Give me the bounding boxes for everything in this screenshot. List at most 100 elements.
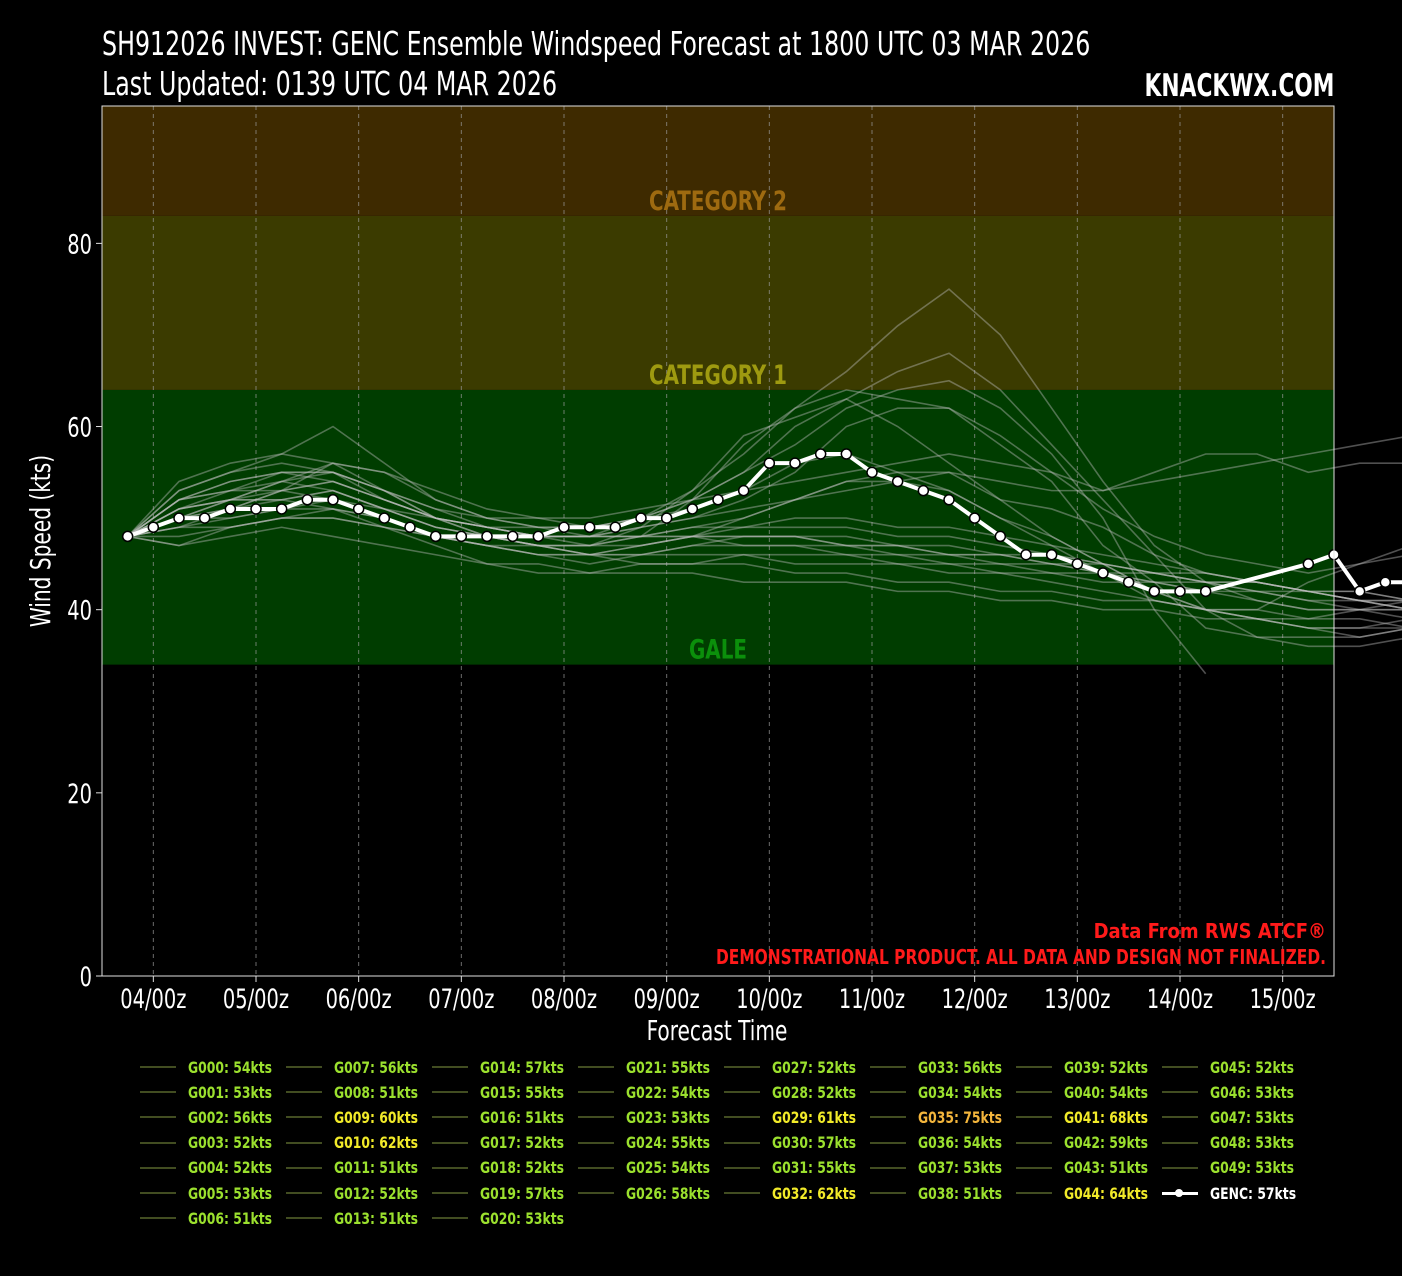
legend-swatch [1016,1066,1052,1068]
legend-label: G008: 51kts [334,1082,419,1102]
legend-item: G032: 62kts [724,1182,870,1204]
legend-label: G021: 55kts [626,1057,711,1077]
legend-item: G030: 57kts [724,1132,870,1154]
legend-label: G003: 52kts [188,1133,273,1153]
genc-point [224,503,237,515]
member-line-5 [127,471,1402,629]
legend-item: G028: 52kts [724,1081,870,1103]
legend-item: G018: 52kts [432,1157,578,1179]
genc-point [1174,585,1186,598]
band-category-2 [102,106,1334,216]
member-line-3 [127,508,1402,609]
data-source-credit: Data From RWS ATCF® [1094,919,1326,943]
legend-label: G044: 64kts [1064,1183,1149,1203]
legend-swatch [140,1066,176,1068]
legend-swatch [724,1116,760,1119]
genc-point [1148,585,1161,598]
legend-swatch [286,1141,322,1144]
legend-swatch [1162,1116,1198,1119]
x-tick-label: 06/00z [326,983,392,1015]
genc-point [1302,558,1315,570]
genc-point [558,521,570,534]
legend-swatch [432,1091,468,1094]
legend-swatch [578,1091,614,1094]
legend-swatch [578,1141,614,1144]
legend-swatch [432,1116,468,1119]
legend-item: G042: 59kts [1016,1132,1162,1154]
legend-label: G024: 55kts [626,1133,711,1153]
legend-label: G019: 57kts [480,1183,565,1203]
legend-label: G017: 52kts [480,1133,565,1153]
legend-swatch [1016,1091,1052,1094]
legend-item: G002: 56kts [140,1106,286,1128]
genc-point [1071,558,1084,570]
legend-swatch [286,1192,322,1194]
legend-item: G029: 61kts [724,1106,870,1128]
legend-item: G006: 51kts [140,1207,286,1229]
genc-point [1379,576,1392,588]
legend-swatch [724,1192,760,1194]
genc-point [327,494,339,506]
legend-item: G009: 60kts [286,1106,432,1128]
legend-swatch [140,1116,176,1119]
disclaimer-text: DEMONSTRATIONAL PRODUCT. ALL DATA AND DE… [716,945,1326,969]
legend-swatch [724,1066,760,1068]
legend-label: G025: 54kts [626,1158,711,1178]
genc-point [147,521,160,534]
legend-item: G015: 55kts [432,1081,578,1103]
legend-swatch [140,1141,176,1144]
legend-item: G038: 51kts [870,1182,1016,1204]
legend-swatch [1016,1166,1052,1169]
genc-point [121,530,134,543]
genc-point [635,512,647,524]
genc-point [1020,548,1032,561]
plot-frame [101,105,1335,977]
genc-point [301,494,314,506]
x-tick-label: 07/00z [428,983,494,1015]
legend-item: G047: 53kts [1162,1106,1308,1128]
legend-item: G045: 52kts [1162,1056,1308,1078]
legend-item: G046: 53kts [1162,1081,1308,1103]
legend-label: G027: 52kts [772,1057,857,1077]
legend-label: G046: 53kts [1210,1082,1295,1102]
legend-item: G027: 52kts [724,1056,870,1078]
last-updated: Last Updated: 0139 UTC 04 MAR 2026 [102,64,558,103]
legend-item: G039: 52kts [1016,1056,1162,1078]
member-line-17 [127,389,1402,574]
genc-point [917,484,930,497]
y-tick-label: 60 [67,411,92,443]
legend-swatch [1162,1066,1198,1068]
legend-item: G025: 54kts [578,1157,724,1179]
legend-item: G021: 55kts [578,1056,724,1078]
genc-point [712,494,724,506]
legend-swatch [870,1091,906,1094]
legend-swatch [432,1192,468,1194]
legend-item: G019: 57kts [432,1182,578,1204]
legend-label: G030: 57kts [772,1133,857,1153]
member-line-9 [127,498,1402,638]
legend-label: G040: 54kts [1064,1082,1149,1102]
legend-item: G005: 53kts [140,1182,286,1204]
y-tick-label: 40 [67,594,92,626]
genc-point [609,521,622,534]
genc-point [1199,585,1212,598]
member-line-19 [127,526,1402,629]
legend-item: G010: 62kts [286,1132,432,1154]
legend-label: G037: 53kts [918,1158,1003,1178]
legend: G000: 54kts G001: 53kts G002: 56kts G003: 5… [140,1056,1340,1236]
member-line-11 [127,471,1402,619]
x-tick-label: 04/00z [120,983,186,1015]
legend-swatch [286,1166,322,1169]
legend-item: G040: 54kts [1016,1081,1162,1103]
band-label: CATEGORY 2 [649,185,787,217]
member-line-21 [127,398,1402,620]
legend-label: G023: 53kts [626,1107,711,1127]
genc-point [506,530,519,543]
band-label: CATEGORY 1 [649,359,787,391]
genc-point [250,503,262,515]
legend-item: G048: 53kts [1162,1132,1308,1154]
genc-point [789,457,801,469]
legend-swatch [578,1066,614,1068]
genc-point [891,475,904,488]
legend-item: G035: 75kts [870,1106,1016,1128]
